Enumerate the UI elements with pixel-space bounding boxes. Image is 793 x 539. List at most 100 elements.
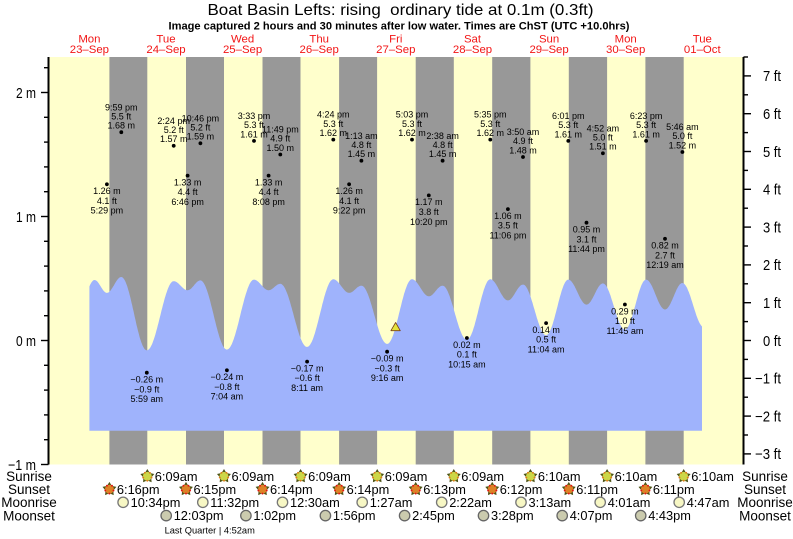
svg-text:6:16pm: 6:16pm	[117, 482, 160, 497]
svg-text:4.4 ft: 4.4 ft	[178, 187, 199, 197]
svg-text:4.9 ft: 4.9 ft	[270, 134, 291, 144]
svg-text:−0.24 m: −0.24 m	[211, 372, 244, 382]
svg-text:30–Sep: 30–Sep	[606, 44, 645, 56]
svg-text:Wed: Wed	[231, 34, 254, 46]
svg-text:24–Sep: 24–Sep	[146, 44, 185, 56]
svg-text:0.02 m: 0.02 m	[453, 340, 481, 350]
svg-text:−1 ft: −1 ft	[755, 372, 782, 388]
svg-text:2:45pm: 2:45pm	[412, 508, 455, 523]
svg-text:7 ft: 7 ft	[763, 69, 782, 85]
svg-text:4:24 pm: 4:24 pm	[317, 110, 350, 120]
svg-text:6:11pm: 6:11pm	[653, 482, 695, 497]
svg-text:−0.09 m: −0.09 m	[371, 354, 404, 364]
svg-text:6:09am: 6:09am	[461, 469, 504, 484]
svg-text:5.5 ft: 5.5 ft	[111, 111, 132, 121]
svg-text:11:45 am: 11:45 am	[606, 326, 643, 336]
svg-text:−3 ft: −3 ft	[755, 447, 782, 463]
svg-text:9:59 pm: 9:59 pm	[105, 102, 138, 112]
svg-text:10:46 pm: 10:46 pm	[182, 113, 220, 123]
svg-text:6:09am: 6:09am	[385, 469, 428, 484]
svg-text:4.8 ft: 4.8 ft	[433, 140, 454, 150]
svg-text:2 ft: 2 ft	[763, 258, 782, 274]
svg-text:1.52 m: 1.52 m	[669, 140, 697, 150]
svg-text:5.3 ft: 5.3 ft	[558, 120, 579, 130]
svg-text:1.51 m: 1.51 m	[589, 142, 617, 152]
svg-text:8:11 am: 8:11 am	[291, 383, 323, 393]
svg-text:1:56pm: 1:56pm	[333, 508, 376, 523]
svg-text:3:33 pm: 3:33 pm	[238, 111, 271, 121]
svg-text:6:09am: 6:09am	[232, 469, 275, 484]
svg-text:4 ft: 4 ft	[763, 183, 782, 199]
svg-text:−0.9 ft: −0.9 ft	[134, 384, 160, 394]
svg-text:10:34pm: 10:34pm	[131, 495, 181, 510]
svg-text:4.4 ft: 4.4 ft	[259, 187, 280, 197]
svg-text:5.3 ft: 5.3 ft	[402, 119, 423, 129]
svg-text:−0.17 m: −0.17 m	[291, 363, 324, 373]
svg-text:1.59 m: 1.59 m	[187, 132, 215, 142]
svg-text:6:09am: 6:09am	[308, 469, 351, 484]
svg-text:1:02pm: 1:02pm	[253, 508, 296, 523]
svg-text:3.8 ft: 3.8 ft	[419, 207, 440, 217]
svg-text:1:13 am: 1:13 am	[345, 131, 378, 141]
svg-text:6:10am: 6:10am	[538, 469, 581, 484]
svg-text:11:04 am: 11:04 am	[528, 345, 565, 355]
svg-text:4:07pm: 4:07pm	[570, 508, 613, 523]
svg-text:4.8 ft: 4.8 ft	[351, 140, 372, 150]
svg-text:5.3 ft: 5.3 ft	[244, 120, 265, 130]
svg-text:Sun: Sun	[539, 34, 559, 46]
svg-text:5 ft: 5 ft	[763, 145, 782, 161]
svg-text:12:19 am: 12:19 am	[646, 260, 684, 270]
svg-text:5.0 ft: 5.0 ft	[672, 131, 693, 141]
svg-text:Thu: Thu	[309, 34, 329, 46]
svg-text:2:22am: 2:22am	[449, 495, 492, 510]
svg-text:2 m: 2 m	[16, 86, 36, 102]
svg-text:6:14pm: 6:14pm	[347, 482, 390, 497]
svg-text:Sunset: Sunset	[8, 482, 50, 497]
svg-text:Last Quarter | 4:52am: Last Quarter | 4:52am	[165, 526, 256, 536]
svg-text:27–Sep: 27–Sep	[376, 44, 415, 56]
svg-text:1.48 m: 1.48 m	[509, 145, 537, 155]
svg-text:5.3 ft: 5.3 ft	[323, 119, 344, 129]
svg-text:1.26 m: 1.26 m	[335, 186, 363, 196]
svg-text:01–Oct: 01–Oct	[684, 44, 722, 56]
svg-text:9:16 am: 9:16 am	[371, 373, 404, 383]
svg-text:Moonset: Moonset	[739, 508, 791, 523]
svg-text:1.62 m: 1.62 m	[320, 128, 348, 138]
svg-text:1 ft: 1 ft	[763, 296, 782, 312]
svg-text:4.1 ft: 4.1 ft	[97, 196, 118, 206]
svg-text:2:24 pm: 2:24 pm	[157, 116, 190, 126]
svg-text:1.62 m: 1.62 m	[477, 128, 505, 138]
svg-text:Mon: Mon	[78, 34, 100, 46]
svg-text:1.33 m: 1.33 m	[174, 177, 202, 187]
svg-text:25–Sep: 25–Sep	[223, 44, 262, 56]
svg-text:10:20 pm: 10:20 pm	[410, 217, 448, 227]
svg-text:5.2 ft: 5.2 ft	[190, 123, 211, 133]
svg-text:23–Sep: 23–Sep	[70, 44, 109, 56]
svg-text:Sunrise: Sunrise	[6, 469, 52, 484]
svg-text:6:09am: 6:09am	[155, 469, 198, 484]
svg-text:1.68 m: 1.68 m	[108, 121, 136, 131]
svg-text:0 ft: 0 ft	[763, 334, 782, 350]
svg-text:Mon: Mon	[615, 34, 637, 46]
svg-text:4.9 ft: 4.9 ft	[513, 136, 534, 146]
svg-text:1.62 m: 1.62 m	[398, 128, 426, 138]
svg-text:6:46 pm: 6:46 pm	[171, 197, 204, 207]
svg-text:1.45 m: 1.45 m	[429, 149, 457, 159]
svg-text:−0.8 ft: −0.8 ft	[214, 382, 240, 392]
svg-text:1.0 ft: 1.0 ft	[615, 316, 636, 326]
svg-text:1.50 m: 1.50 m	[267, 143, 295, 153]
svg-text:Tue: Tue	[156, 34, 175, 46]
svg-text:1.17 m: 1.17 m	[415, 197, 443, 207]
svg-text:11:49 pm: 11:49 pm	[262, 125, 299, 135]
svg-text:Moonset: Moonset	[3, 508, 55, 523]
svg-text:1.57 m: 1.57 m	[160, 134, 188, 144]
svg-text:5.3 ft: 5.3 ft	[480, 119, 501, 129]
svg-text:12:30am: 12:30am	[290, 495, 340, 510]
svg-text:10:15 am: 10:15 am	[448, 359, 486, 369]
svg-text:5:59 am: 5:59 am	[131, 394, 164, 404]
svg-text:1.45 m: 1.45 m	[348, 149, 376, 159]
svg-text:3:28pm: 3:28pm	[491, 508, 534, 523]
svg-text:5:46 am: 5:46 am	[666, 122, 699, 132]
svg-text:9:22 pm: 9:22 pm	[333, 206, 366, 216]
svg-text:4:01am: 4:01am	[608, 495, 651, 510]
